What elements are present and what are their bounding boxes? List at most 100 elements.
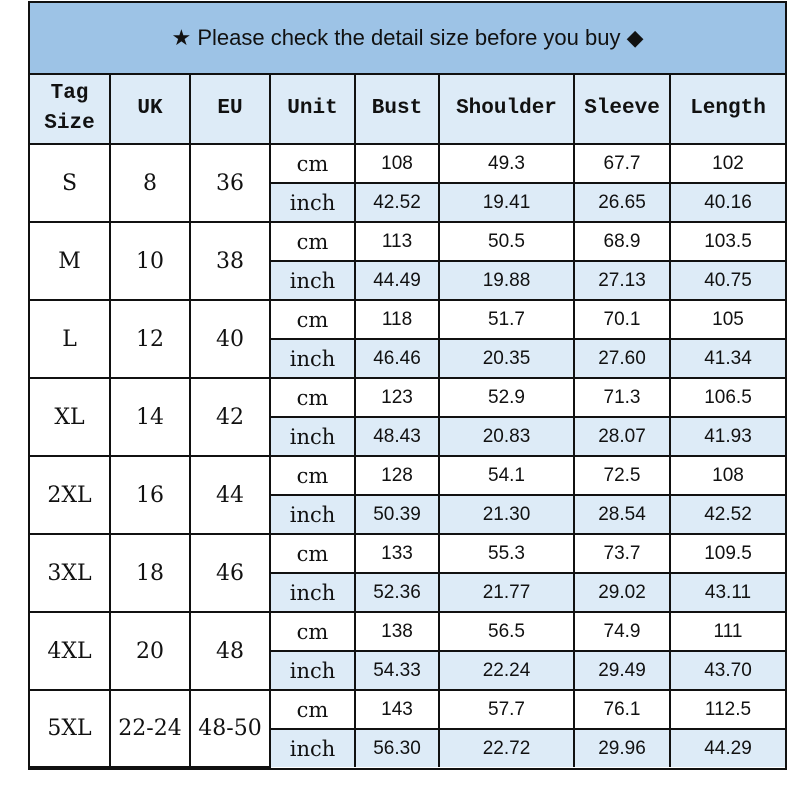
unit-cell: cm: [269, 299, 356, 340]
size-table: Tag Size UK EU Unit Bust Shoulder Sleeve…: [30, 75, 785, 768]
table-row-inch: inch 42.52 19.41 26.65 40.16: [30, 182, 785, 223]
shoulder-cm-cell: 51.7: [438, 299, 575, 340]
length-cm-cell: 108: [669, 455, 785, 496]
bust-cm-cell: 118: [354, 299, 440, 340]
bust-inch-cell: 54.33: [354, 650, 440, 691]
sleeve-inch-cell: 28.07: [573, 416, 671, 457]
length-inch-cell: 40.16: [669, 182, 785, 223]
bust-cm-cell: 138: [354, 611, 440, 652]
shoulder-inch-cell: 19.41: [438, 182, 575, 223]
eu-size-cell: 42: [189, 377, 271, 457]
length-inch-cell: 41.93: [669, 416, 785, 457]
uk-size-cell: 14: [109, 377, 191, 457]
bust-inch-cell: 50.39: [354, 494, 440, 535]
uk-size-cell: 10: [109, 221, 191, 301]
bust-cm-cell: 113: [354, 221, 440, 262]
length-inch-cell: 41.34: [669, 338, 785, 379]
tag-size-cell: XL: [30, 377, 111, 457]
eu-size-cell: 48-50: [189, 689, 271, 768]
length-inch-cell: 43.11: [669, 572, 785, 613]
shoulder-inch-cell: 21.77: [438, 572, 575, 613]
header-tag-size: Tag Size: [30, 75, 111, 145]
bust-inch-cell: 46.46: [354, 338, 440, 379]
bust-inch-cell: 56.30: [354, 728, 440, 767]
bust-cm-cell: 123: [354, 377, 440, 418]
uk-size-cell: 12: [109, 299, 191, 379]
table-row-inch: inch 56.30 22.72 29.96 44.29: [30, 728, 785, 767]
bust-cm-cell: 108: [354, 143, 440, 184]
table-row-cm: S 8 36 cm 108 49.3 67.7 102: [30, 143, 785, 223]
unit-cell: inch: [270, 650, 356, 691]
sleeve-cm-cell: 70.1: [573, 299, 671, 340]
unit-cell: cm: [269, 143, 356, 184]
bust-inch-cell: 52.36: [354, 572, 440, 613]
header-unit: Unit: [269, 75, 356, 145]
shoulder-inch-cell: 22.72: [438, 728, 575, 767]
size-chart: ★ Please check the detail size before yo…: [28, 1, 787, 770]
unit-cell: cm: [269, 533, 356, 574]
uk-size-cell: 22-24: [109, 689, 191, 768]
header-sleeve: Sleeve: [573, 75, 671, 145]
tag-size-cell: 2XL: [30, 455, 111, 535]
table-row-inch: inch 48.43 20.83 28.07 41.93: [30, 416, 785, 457]
header-uk: UK: [109, 75, 191, 145]
tag-size-cell: L: [30, 299, 111, 379]
sleeve-cm-cell: 74.9: [573, 611, 671, 652]
shoulder-cm-cell: 55.3: [438, 533, 575, 574]
sleeve-cm-cell: 73.7: [573, 533, 671, 574]
length-cm-cell: 103.5: [669, 221, 785, 262]
eu-size-cell: 46: [189, 533, 271, 613]
shoulder-inch-cell: 21.30: [438, 494, 575, 535]
bust-cm-cell: 128: [354, 455, 440, 496]
size-chart-title: ★ Please check the detail size before yo…: [30, 3, 785, 75]
sleeve-cm-cell: 67.7: [573, 143, 671, 184]
sleeve-inch-cell: 26.65: [573, 182, 671, 223]
sleeve-inch-cell: 28.54: [573, 494, 671, 535]
header-eu: EU: [189, 75, 271, 145]
shoulder-cm-cell: 56.5: [438, 611, 575, 652]
unit-cell: cm: [269, 455, 356, 496]
table-row-cm: M 10 38 cm 113 50.5 68.9 103.5: [30, 221, 785, 301]
length-cm-cell: 109.5: [669, 533, 785, 574]
length-inch-cell: 43.70: [669, 650, 785, 691]
table-row-cm: 3XL 18 46 cm 133 55.3 73.7 109.5: [30, 533, 785, 613]
uk-size-cell: 20: [109, 611, 191, 691]
shoulder-cm-cell: 49.3: [438, 143, 575, 184]
sleeve-inch-cell: 29.49: [573, 650, 671, 691]
uk-size-cell: 16: [109, 455, 191, 535]
table-row-inch: inch 50.39 21.30 28.54 42.52: [30, 494, 785, 535]
table-row-inch: inch 52.36 21.77 29.02 43.11: [30, 572, 785, 613]
table-row-cm: L 12 40 cm 118 51.7 70.1 105: [30, 299, 785, 379]
shoulder-inch-cell: 22.24: [438, 650, 575, 691]
eu-size-cell: 44: [189, 455, 271, 535]
uk-size-cell: 8: [109, 143, 191, 223]
length-cm-cell: 105: [669, 299, 785, 340]
bust-cm-cell: 143: [354, 689, 440, 730]
length-cm-cell: 106.5: [669, 377, 785, 418]
sleeve-cm-cell: 76.1: [573, 689, 671, 730]
length-inch-cell: 44.29: [669, 728, 785, 767]
unit-cell: inch: [270, 182, 356, 223]
unit-cell: inch: [270, 494, 356, 535]
table-row-inch: inch 44.49 19.88 27.13 40.75: [30, 260, 785, 301]
unit-cell: cm: [269, 611, 356, 652]
table-row-cm: 5XL 22-24 48-50 cm 143 57.7 76.1 112.5: [30, 689, 785, 768]
sleeve-inch-cell: 27.60: [573, 338, 671, 379]
shoulder-cm-cell: 52.9: [438, 377, 575, 418]
table-row-cm: 4XL 20 48 cm 138 56.5 74.9 111: [30, 611, 785, 691]
unit-cell: inch: [270, 572, 356, 613]
shoulder-inch-cell: 20.35: [438, 338, 575, 379]
unit-cell: cm: [269, 377, 356, 418]
table-row-cm: XL 14 42 cm 123 52.9 71.3 106.5: [30, 377, 785, 457]
bust-inch-cell: 48.43: [354, 416, 440, 457]
length-inch-cell: 40.75: [669, 260, 785, 301]
uk-size-cell: 18: [109, 533, 191, 613]
eu-size-cell: 40: [189, 299, 271, 379]
unit-cell: cm: [269, 689, 356, 730]
shoulder-cm-cell: 54.1: [438, 455, 575, 496]
sleeve-cm-cell: 71.3: [573, 377, 671, 418]
unit-cell: inch: [270, 416, 356, 457]
header-shoulder: Shoulder: [438, 75, 575, 145]
table-row-inch: inch 46.46 20.35 27.60 41.34: [30, 338, 785, 379]
shoulder-cm-cell: 50.5: [438, 221, 575, 262]
